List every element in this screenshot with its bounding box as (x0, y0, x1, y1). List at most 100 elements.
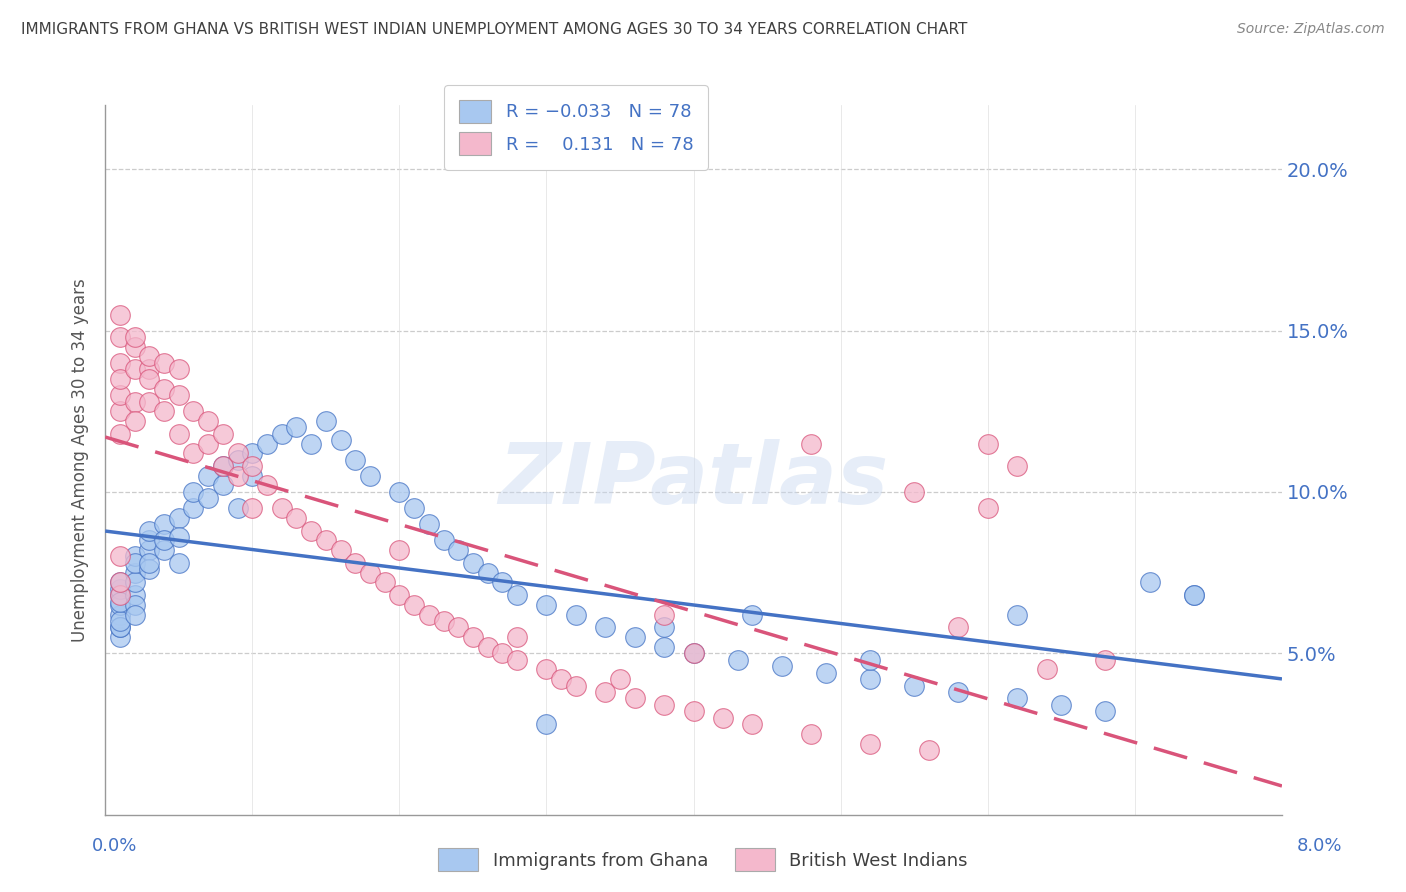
Point (711, 711, 734, 725)
Point (623, 630, 645, 644)
Point (167, 362, 190, 376)
Point (108, 588, 131, 602)
Point (270, 426, 292, 441)
Point (108, 620, 131, 634)
Point (948, 620, 970, 634)
Point (124, 414, 146, 428)
Point (652, 620, 675, 634)
Point (138, 350, 160, 364)
Point (108, 594, 131, 608)
Point (256, 436, 278, 450)
Point (124, 549, 146, 564)
Point (565, 679, 588, 693)
Point (108, 598, 131, 612)
Point (138, 372, 160, 386)
Point (418, 517, 440, 532)
Point (329, 543, 352, 558)
Point (167, 426, 190, 441)
Point (256, 478, 278, 492)
Point (183, 446, 205, 460)
Point (197, 491, 219, 506)
Point (652, 698, 675, 712)
Point (1035, 662, 1057, 676)
Point (374, 575, 396, 590)
Point (124, 556, 146, 570)
Point (418, 607, 440, 622)
Point (108, 404, 131, 418)
Point (153, 533, 176, 548)
Point (124, 394, 146, 409)
Text: ZIPatlas: ZIPatlas (499, 440, 889, 523)
Point (285, 510, 308, 524)
Point (682, 646, 704, 660)
Point (903, 679, 925, 693)
Point (404, 598, 426, 612)
Point (491, 646, 513, 660)
Point (814, 665, 837, 680)
Point (344, 556, 367, 570)
Point (550, 672, 572, 686)
Point (565, 607, 588, 622)
Point (138, 362, 160, 376)
Point (240, 446, 263, 460)
Point (1005, 459, 1028, 474)
Point (388, 543, 411, 558)
Point (153, 517, 176, 532)
Point (1139, 575, 1161, 590)
Point (153, 382, 176, 396)
Point (461, 556, 484, 570)
Point (506, 653, 529, 667)
Point (477, 640, 499, 654)
Point (741, 607, 763, 622)
Point (536, 717, 558, 731)
Point (153, 543, 176, 558)
Point (506, 630, 529, 644)
Text: Source: ZipAtlas.com: Source: ZipAtlas.com (1237, 22, 1385, 37)
Point (212, 459, 235, 474)
Point (477, 566, 499, 580)
Point (138, 394, 160, 409)
Point (183, 501, 205, 516)
Point (800, 727, 823, 741)
Point (108, 388, 131, 402)
Point (108, 426, 131, 441)
Point (682, 704, 704, 718)
Point (977, 501, 1000, 516)
Point (461, 630, 484, 644)
Point (329, 434, 352, 448)
Text: 0.0%: 0.0% (91, 837, 136, 855)
Point (859, 653, 882, 667)
Point (108, 620, 131, 634)
Point (124, 340, 146, 354)
Point (800, 436, 823, 450)
Point (741, 717, 763, 731)
Point (404, 501, 426, 516)
Point (124, 598, 146, 612)
Point (226, 446, 249, 460)
Point (167, 510, 190, 524)
Point (108, 582, 131, 596)
Point (359, 566, 381, 580)
Point (108, 356, 131, 370)
Point (108, 575, 131, 590)
Point (138, 533, 160, 548)
Point (124, 575, 146, 590)
Point (124, 362, 146, 376)
Legend: R = −0.033   N = 78, R =    0.131   N = 78: R = −0.033 N = 78, R = 0.131 N = 78 (444, 86, 707, 169)
Point (1094, 653, 1116, 667)
Point (1050, 698, 1073, 712)
Point (197, 468, 219, 483)
Point (167, 388, 190, 402)
Point (315, 414, 337, 428)
Point (153, 404, 176, 418)
Point (388, 588, 411, 602)
Point (197, 436, 219, 450)
Point (652, 640, 675, 654)
Point (212, 459, 235, 474)
Point (1182, 588, 1205, 602)
Point (108, 630, 131, 644)
Point (1094, 704, 1116, 718)
Point (623, 691, 645, 706)
Point (124, 588, 146, 602)
Point (212, 478, 235, 492)
